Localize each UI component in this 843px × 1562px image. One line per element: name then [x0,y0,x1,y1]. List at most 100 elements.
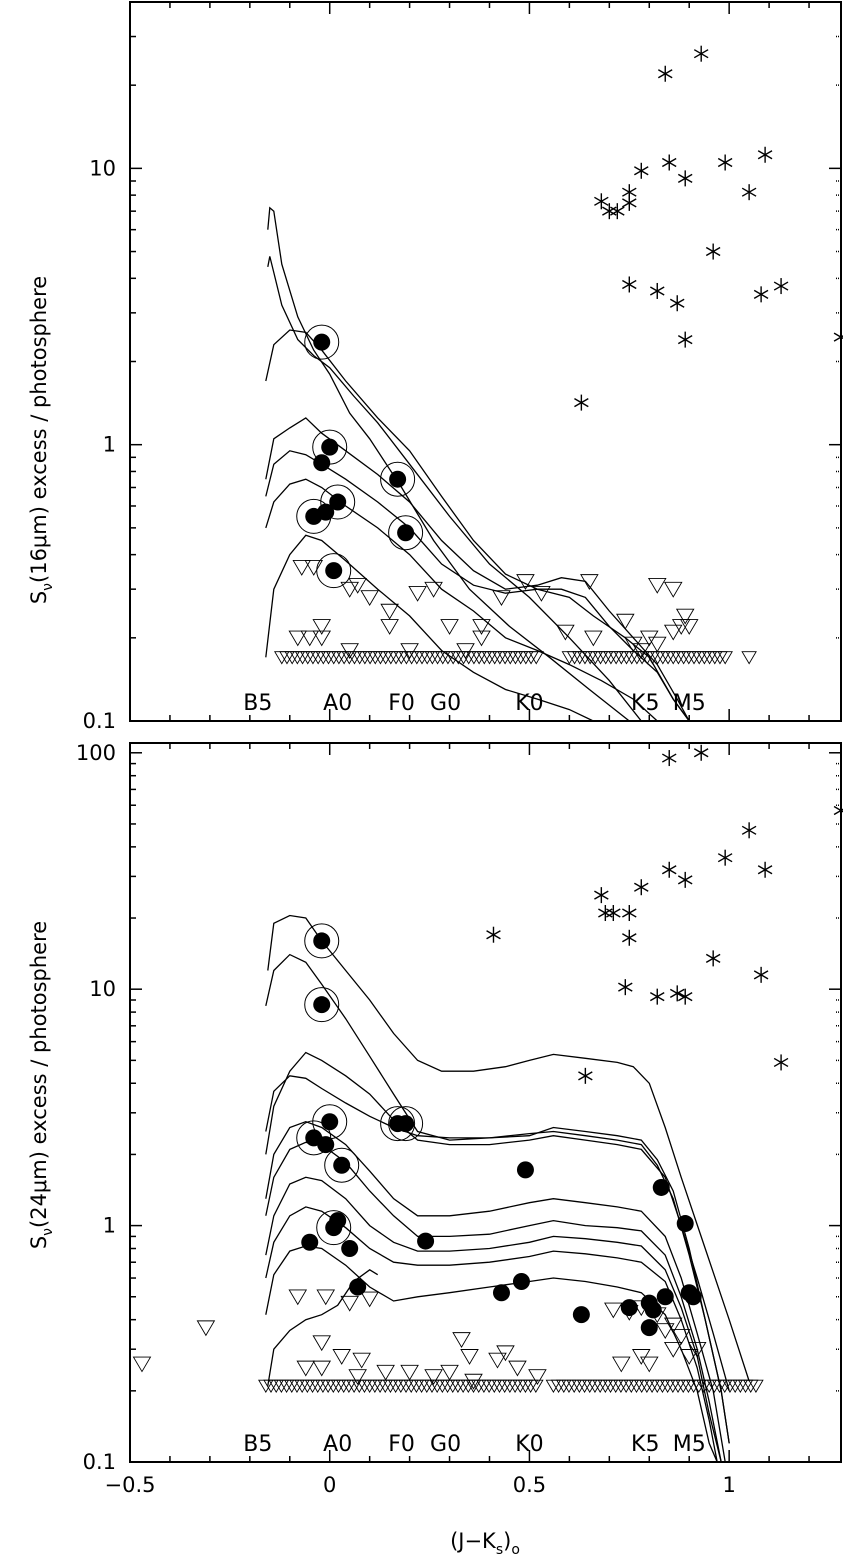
detection-marker [516,1161,534,1179]
asterisk-marker [693,744,709,761]
model-curve-7 [265,534,594,721]
upper-limit-marker [400,1364,419,1381]
upper-limit-marker [300,630,320,647]
x-tick-label: 0 [323,1473,336,1497]
plot-frame-bottom [129,742,842,1463]
spectral-type-label: G0 [430,1432,461,1457]
spectral-type-label: A0 [323,691,352,716]
asterisk-marker [610,203,625,220]
upper-limit-marker [508,1360,527,1377]
highlight-ring [304,923,340,959]
spectral-type-label: F0 [388,1432,415,1457]
detection-marker [640,1319,658,1337]
spectral-type-label: M5 [673,691,706,716]
upper-limit-marker [532,585,551,602]
asterisk-marker [657,65,673,82]
spectral-type-label: G0 [430,691,461,716]
upper-limit-marker [400,643,419,660]
upper-limit-marker [316,1289,336,1306]
asterisk-marker [677,331,693,348]
upper-limit-marker [424,581,443,598]
model-curve-3 [265,329,690,721]
upper-limit-marker [352,1352,371,1369]
upper-limit-marker [675,608,695,625]
detection-marker [349,1278,367,1296]
y-tick-label: 0.1 [83,709,116,733]
highlight-ring [380,461,416,497]
model-curve-6 [265,478,658,721]
detection-marker [325,562,343,580]
asterisk-marker [622,194,637,211]
detection-marker [389,470,407,488]
asterisk-marker [753,966,769,983]
detection-marker [341,1240,359,1258]
upper-limit-marker [312,1335,332,1352]
model-curve-7 [265,1176,722,1462]
upper-limit-marker [472,630,491,647]
detection-marker [317,1136,335,1154]
upper-limit-marker [440,619,459,635]
upper-limit-marker [288,1289,308,1306]
detection-marker [397,1115,415,1133]
detection-marker [321,438,339,456]
asterisk-marker [661,750,677,767]
asterisk-marker [634,162,649,179]
upper-limit-marker [360,1291,379,1308]
upper-limit-marker [380,603,399,620]
upper-limit-marker [663,1317,683,1334]
highlight-ring [296,498,332,534]
model-curve-5 [265,450,690,721]
asterisk-marker [594,193,609,210]
upper-limit-marker [424,1369,443,1386]
y-axis-label-bottom: Sν(24μm) excess / photosphere [27,921,56,1249]
detection-marker [313,932,331,950]
model-curve-2 [265,953,730,1444]
asterisk-marker [693,45,709,62]
upper-limit-marker [631,1300,651,1317]
x-tick-label: 0.5 [513,1473,546,1497]
asterisk-marker [661,861,677,878]
upper-limit-marker [663,624,683,641]
detection-marker [676,1215,694,1233]
upper-limit-marker [604,1302,623,1319]
asterisk-marker [649,282,665,299]
asterisk-marker [634,879,649,896]
upper-limit-marker [516,574,535,590]
upper-limit-marker [408,585,427,602]
upper-limit-marker [631,643,651,660]
upper-limit-marker [639,1356,659,1373]
upper-limit-marker [332,1349,351,1365]
spectral-type-label: B5 [243,1432,272,1457]
detection-marker [301,1233,319,1251]
detection-marker [313,996,331,1014]
asterisk-marker [773,278,789,295]
upper-limit-marker [376,1364,395,1381]
upper-limit-marker [340,1295,359,1312]
plot-frame-top [129,1,842,722]
upper-limit-marker [679,619,699,635]
model-curve-10 [267,1269,379,1386]
asterisk-marker [574,394,589,411]
upper-limit-marker [639,630,659,647]
asterisk-marker [717,154,733,171]
asterisk-marker [773,1054,789,1071]
detection-marker [644,1301,662,1319]
upper-limit-marker [580,574,599,590]
detection-marker [652,1178,670,1196]
highlight-ring [312,1104,348,1140]
asterisk-marker [741,822,757,839]
upper-limit-marker [456,643,475,660]
y-axis-label-top: Sν(16μm) excess / photosphere [27,276,56,604]
upper-limit-marker [492,590,511,606]
upper-limit-marker [584,630,603,647]
asterisk-marker [753,286,769,303]
upper-limit-marker [196,1320,216,1337]
detection-marker [329,493,347,511]
upper-limit-marker [312,630,332,647]
panel-16um: 0.1 1 10 B5 A0 F0 G0 K0 K5 M5 Sν(16μm) excess / … [27,1,843,733]
asterisk-marker [661,154,677,171]
highlight-ring [316,1210,352,1246]
upper-limit-marker [348,1369,367,1386]
upper-limit-marker [612,1356,631,1373]
